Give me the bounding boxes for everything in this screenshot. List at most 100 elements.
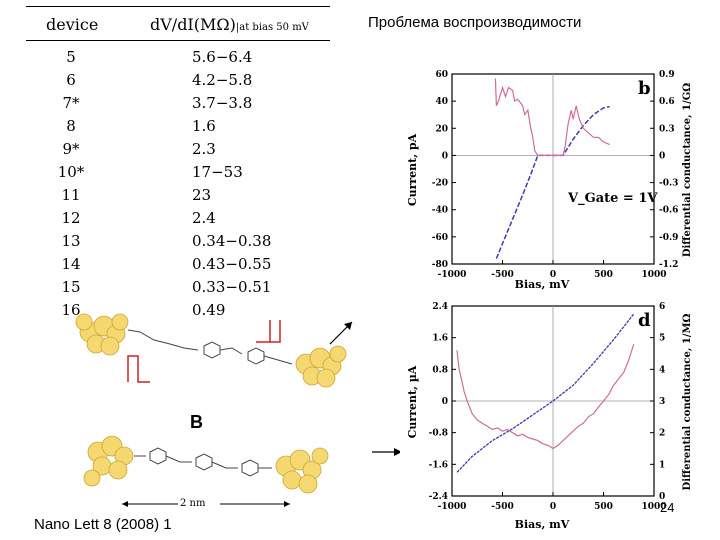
value-cell: 0.43−0.55 — [192, 255, 272, 273]
y-tick-label: -1.6 — [429, 460, 448, 470]
gold-electrode-left — [75, 313, 129, 356]
y-tick-label: -80 — [432, 260, 448, 270]
table-row: 6 4.2−5.8 — [26, 71, 330, 94]
table-row: 7* 3.7−3.8 — [26, 94, 330, 117]
chart-b: -1000 -500 0 500 1000 60 40 20 0 -20 -40 -60 -80 0.9 0… — [400, 60, 700, 292]
y2-tick-label: -0.9 — [659, 233, 678, 243]
x-tick-label: 0 — [550, 502, 556, 512]
value-cell: 0.49 — [192, 301, 226, 319]
device-cell: 13 — [61, 232, 81, 250]
value-cell: 1.6 — [192, 117, 216, 135]
table-top-rule — [26, 6, 330, 7]
y2-tick-label: 5 — [659, 334, 665, 344]
y2-tick-label: 0 — [659, 151, 665, 161]
x-tick-label: -1000 — [438, 502, 467, 512]
value-cell: 0.33−0.51 — [192, 278, 272, 296]
device-cell: 15 — [61, 278, 81, 296]
table-row: 9* 2.3 — [26, 140, 330, 163]
chart-b-annotation: V_Gate = 1V — [567, 191, 658, 206]
bracket-left — [127, 355, 150, 383]
bracket-right — [256, 320, 281, 343]
x-tick-label: -1000 — [438, 270, 467, 280]
value-cell: 4.2−5.8 — [192, 71, 253, 89]
chart-d-panel-label: d — [638, 310, 651, 331]
chart-d: -1000 -500 0 500 1000 2.4 1.6 0.8 0 -0.8 -1.6 -2.4 6… — [400, 296, 700, 532]
y2-tick-label: 2 — [659, 429, 665, 439]
y2-tick-label: 0.9 — [659, 70, 675, 80]
chart-b-ylabel: Current, pA — [406, 133, 419, 206]
gold-electrode-right — [275, 447, 329, 494]
y-tick-label: -0.8 — [429, 429, 448, 439]
x-tick-label: -500 — [491, 502, 514, 512]
y2-tick-label: 0.3 — [659, 124, 675, 134]
y2-tick-label: -0.6 — [659, 206, 678, 216]
x-tick-label: 500 — [594, 502, 613, 512]
header-value-main: dV/dI(MΩ) — [150, 15, 236, 34]
citation: Nano Lett 8 (2008) 1 — [34, 516, 172, 533]
table-row: 8 1.6 — [26, 117, 330, 140]
header-device: device — [46, 15, 99, 34]
y-tick-label: 1.6 — [432, 334, 448, 344]
device-cell: 9* — [62, 140, 80, 158]
value-cell: 5.6−6.4 — [192, 48, 253, 66]
table-row: 12 2.4 — [26, 209, 330, 232]
x-tick-label: 1000 — [641, 270, 666, 280]
x-tick-label: 0 — [550, 270, 556, 280]
gold-electrode-left — [83, 435, 134, 487]
value-cell: 2.3 — [192, 140, 216, 158]
y-tick-label: 40 — [435, 97, 448, 107]
y2-tick-label: 1 — [659, 460, 665, 470]
y-tick-label: -20 — [432, 179, 448, 189]
x-tick-label: 500 — [594, 270, 613, 280]
chart-b-conductance-series — [494, 78, 610, 156]
chart-d-background — [400, 296, 700, 532]
molecule-chain-top — [127, 329, 293, 365]
device-cell: 6 — [66, 71, 76, 89]
arrow-to-chart-b — [329, 321, 353, 345]
y2-tick-label: 4 — [659, 365, 665, 375]
device-cell: 7* — [62, 94, 80, 112]
table-row: 14 0.43−0.55 — [26, 255, 330, 278]
device-cell: 8 — [66, 117, 76, 135]
device-cell: 10* — [57, 163, 85, 181]
y-tick-label: 60 — [435, 70, 448, 80]
table-header-rule — [26, 40, 330, 41]
table-row: 10* 17−53 — [26, 163, 330, 186]
y2-tick-label: 3 — [659, 397, 665, 407]
chart-d-xlabel: Bias, mV — [515, 518, 570, 531]
device-cell: 11 — [61, 186, 81, 204]
value-cell: 0.34−0.38 — [192, 232, 272, 250]
gold-electrode-right — [295, 345, 347, 388]
value-cell: 17−53 — [192, 163, 243, 181]
table-row: 15 0.33−0.51 — [26, 278, 330, 301]
scale-label: 2 nm — [180, 498, 206, 509]
value-cell: 3.7−3.8 — [192, 94, 253, 112]
y2-tick-label: -1.2 — [659, 260, 678, 270]
y-tick-label: -60 — [432, 233, 448, 243]
y-tick-label: 0 — [442, 151, 448, 161]
chart-b-y2label: Differential conductance, 1/GΩ — [682, 83, 693, 257]
device-cell: 14 — [61, 255, 81, 273]
y-tick-label: -40 — [432, 206, 448, 216]
arrow-to-chart-d — [372, 448, 402, 456]
y-tick-label: 0 — [442, 397, 448, 407]
y-tick-label: 2.4 — [432, 302, 448, 312]
header-value-sub: |at bias 50 mV — [235, 22, 309, 33]
scale-bar — [122, 501, 290, 507]
chart-d-y2label: Differential conductance, 1/MΩ — [682, 313, 693, 490]
y-tick-label: 20 — [435, 124, 448, 134]
table-row: 16 0.49 — [26, 301, 330, 324]
y2-tick-label: 0 — [659, 492, 665, 502]
page-number: 24 — [660, 500, 675, 515]
chart-d-current-series — [456, 313, 635, 473]
chart-b-panel-label: b — [638, 78, 651, 99]
y-tick-label: 0.8 — [432, 365, 448, 375]
table-row: 13 0.34−0.38 — [26, 232, 330, 255]
device-cell: 16 — [61, 301, 81, 319]
slide-title: Проблема воспроизводимости — [368, 14, 582, 31]
label-b: B — [190, 412, 203, 432]
molecular-junction-top — [75, 313, 347, 388]
y2-tick-label: -0.3 — [659, 179, 678, 189]
chart-d-ylabel: Current, µA — [406, 365, 419, 438]
device-cell: 5 — [66, 48, 76, 66]
